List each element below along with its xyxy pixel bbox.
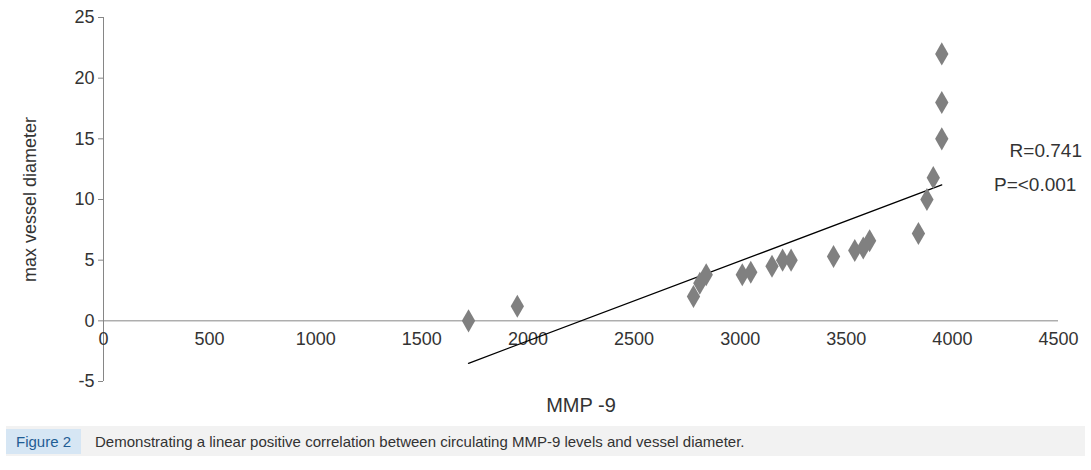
svg-text:2500: 2500 xyxy=(614,329,654,349)
svg-text:1500: 1500 xyxy=(402,329,442,349)
svg-text:0: 0 xyxy=(98,329,108,349)
svg-text:-5: -5 xyxy=(78,371,94,391)
svg-text:15: 15 xyxy=(74,129,94,149)
svg-text:MMP -9: MMP -9 xyxy=(546,394,616,416)
svg-text:4000: 4000 xyxy=(932,329,972,349)
svg-text:0: 0 xyxy=(84,311,94,331)
svg-text:P=<0.001: P=<0.001 xyxy=(994,174,1076,195)
svg-text:max vessel diameter: max vessel diameter xyxy=(20,117,40,282)
svg-text:1000: 1000 xyxy=(296,329,336,349)
svg-text:R=0.741: R=0.741 xyxy=(1010,140,1082,161)
html-text:Figure 2: Figure 2 xyxy=(16,432,71,450)
svg-text:3000: 3000 xyxy=(720,329,760,349)
svg-text:4500: 4500 xyxy=(1038,329,1078,349)
svg-text:5: 5 xyxy=(84,250,94,270)
svg-text:2000: 2000 xyxy=(507,328,548,349)
svg-text:500: 500 xyxy=(195,329,225,349)
html-text:Demonstrating a linear positiv: Demonstrating a linear positive correlat… xyxy=(95,432,745,450)
svg-text:10: 10 xyxy=(74,189,94,209)
svg-text:3500: 3500 xyxy=(826,329,866,349)
svg-text:20: 20 xyxy=(74,68,94,88)
svg-text:25: 25 xyxy=(74,7,94,27)
